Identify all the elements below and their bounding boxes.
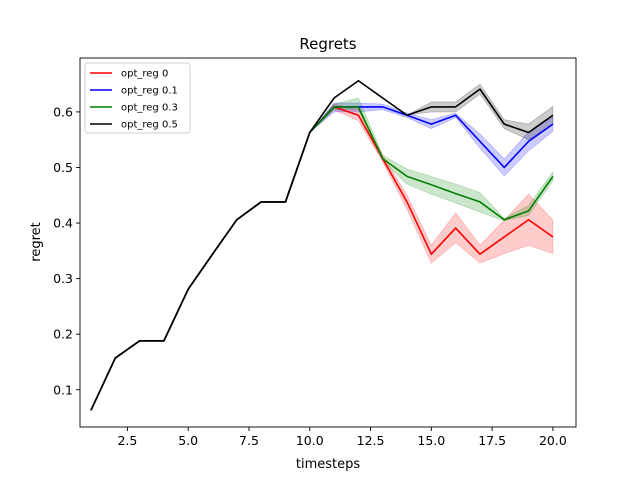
x-tick-label: 17.5 [478, 433, 506, 448]
plot-frame [79, 57, 577, 428]
x-axis-label: timesteps [296, 457, 360, 472]
y-tick-label: 0.3 [53, 271, 73, 286]
legend-box [84, 62, 191, 134]
series-lines [90, 79, 554, 411]
y-axis-ticks: 0.1 0.2 0.3 0.4 0.5 0.6 [53, 104, 80, 397]
x-tick-label: 15.0 [417, 433, 445, 448]
series-line-3 [90, 79, 554, 411]
y-axis-label: regret [29, 222, 44, 261]
x-tick-label: 7.5 [239, 433, 259, 448]
y-tick-label: 0.4 [53, 216, 73, 231]
x-tick-label: 20.0 [539, 433, 567, 448]
legend: opt_reg 0 opt_reg 0.1 opt_reg 0.3 opt_reg 0… [84, 62, 191, 134]
x-tick-label: 5.0 [178, 433, 198, 448]
chart-title: Regrets [299, 35, 356, 53]
y-tick-label: 0.1 [53, 382, 73, 397]
y-tick-label: 0.6 [53, 104, 73, 119]
legend-label: opt_reg 0.1 [121, 86, 178, 97]
x-tick-label: 12.5 [357, 433, 385, 448]
x-axis-ticks: 2.5 5.0 7.5 10.0 12.5 15.0 17.5 20.0 [117, 427, 567, 448]
x-tick-label: 10.0 [296, 433, 324, 448]
legend-label: opt_reg 0.5 [121, 120, 178, 131]
y-tick-label: 0.5 [53, 160, 73, 175]
legend-entries: opt_reg 0 opt_reg 0.1 opt_reg 0.3 opt_reg 0… [90, 69, 178, 131]
x-tick-label: 2.5 [117, 433, 137, 448]
y-tick-label: 0.2 [53, 327, 73, 342]
legend-label: opt_reg 0.3 [121, 103, 178, 114]
legend-label: opt_reg 0 [121, 69, 168, 80]
